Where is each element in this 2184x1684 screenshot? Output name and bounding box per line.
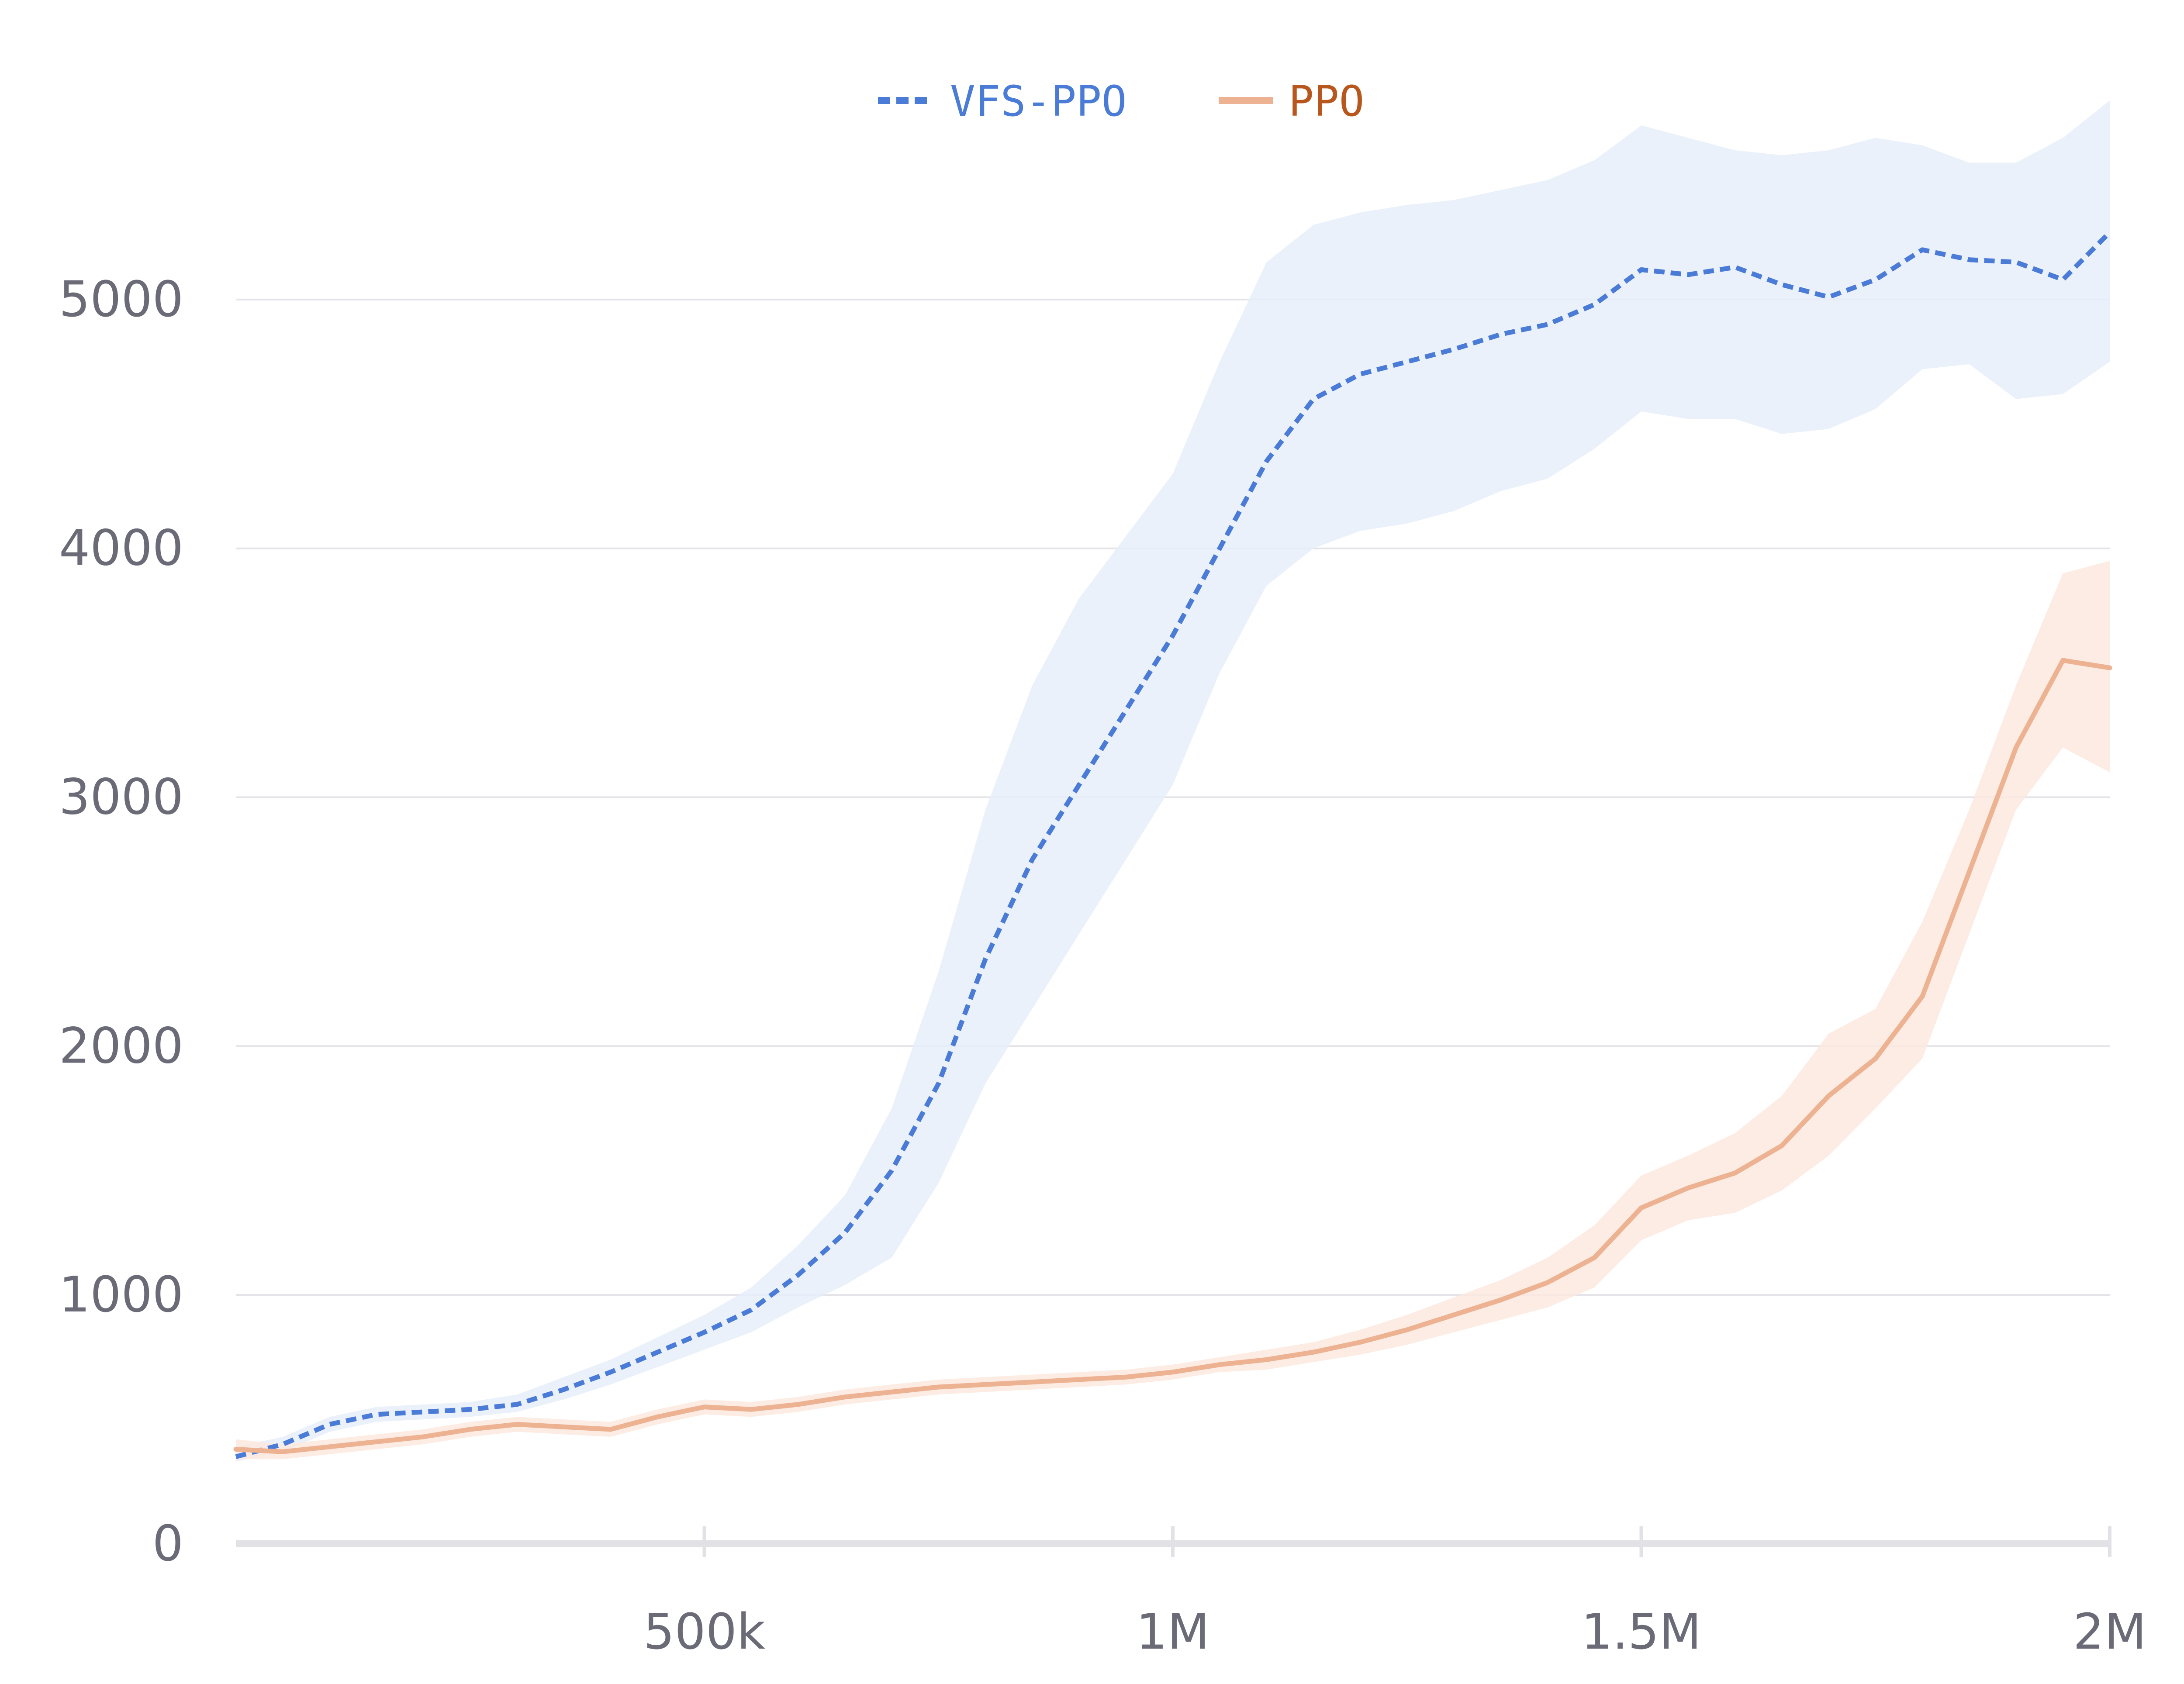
y-tick-label-2000: 2000 — [59, 1018, 183, 1074]
legend[interactable]: VFS-PPO PPO — [878, 77, 1364, 126]
x-tick-label-1.5M: 1.5M — [1581, 1604, 1701, 1660]
legend-label-ppo: PPO — [1289, 77, 1364, 126]
band-ppo — [236, 561, 2110, 1460]
y-tick-label-4000: 4000 — [59, 520, 183, 577]
legend-label-vfs-ppo: VFS-PPO — [950, 77, 1127, 126]
y-tick-label-1000: 1000 — [59, 1266, 183, 1323]
confidence-bands — [236, 100, 2110, 1462]
legend-item-ppo[interactable]: PPO — [1219, 77, 1364, 126]
legend-item-vfs-ppo[interactable]: VFS-PPO — [878, 77, 1127, 126]
band-vfs-ppo — [236, 100, 2110, 1462]
x-tick-label-1M: 1M — [1136, 1604, 1209, 1660]
gridlines — [236, 298, 2110, 1296]
y-tick-label-3000: 3000 — [59, 769, 183, 826]
series-lines — [233, 231, 2112, 1459]
series-line-vfs-ppo — [235, 231, 2111, 1459]
y-tick-label-5000: 5000 — [59, 271, 183, 328]
y-tick-label-0: 0 — [152, 1515, 183, 1572]
series-line-ppo — [233, 658, 2112, 1454]
x-tick-label-2M: 2M — [2073, 1604, 2146, 1660]
x-tick-label-500k: 500k — [643, 1604, 765, 1660]
axes: 0 1000 2000 3000 4000 5000 500k 1M 1.5M 2M — [59, 271, 2146, 1660]
